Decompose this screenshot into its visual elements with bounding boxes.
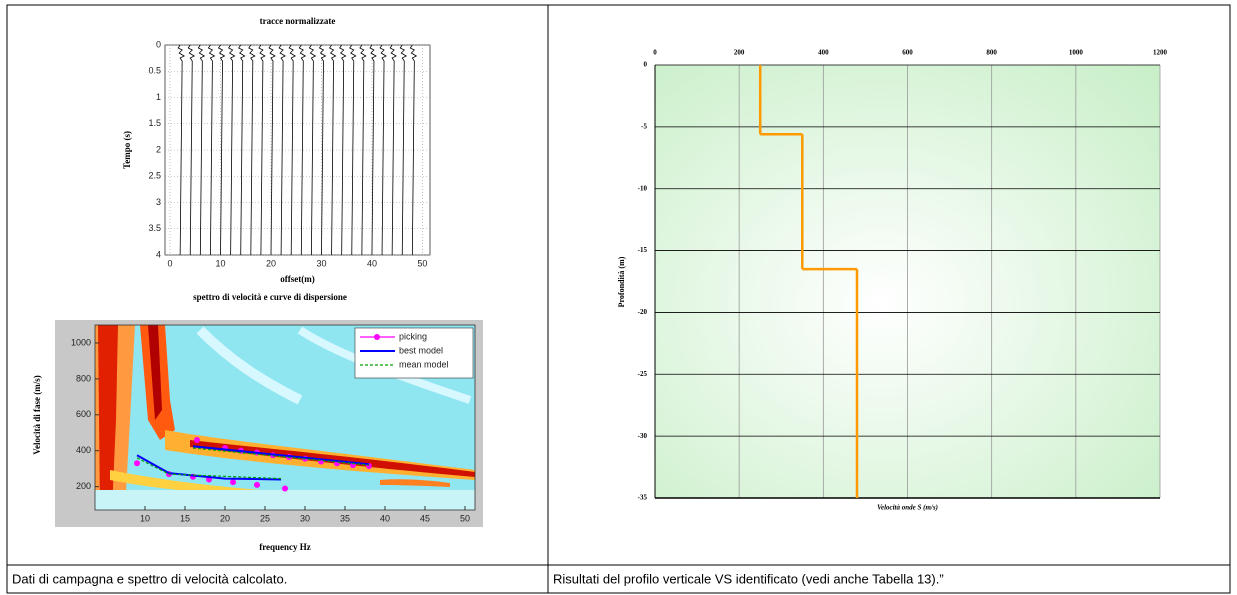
y-tick-label: -35 <box>638 494 648 502</box>
legend-label: mean model <box>399 359 449 369</box>
y-tick-label: 0 <box>156 39 161 49</box>
x-tick-label: 20 <box>266 258 276 268</box>
x-tick-label: 45 <box>420 513 430 523</box>
model-line <box>136 445 370 481</box>
x-tick-label: 15 <box>180 513 190 523</box>
y-tick-label: 600 <box>76 409 91 419</box>
y-tick-label: -15 <box>638 246 648 254</box>
plot-title: spettro di velocità e curve di dispersio… <box>193 292 347 302</box>
x-axis-label: offset(m) <box>280 274 314 284</box>
x-tick-label: 1200 <box>1153 49 1168 57</box>
trace <box>379 44 387 256</box>
trace <box>248 44 256 256</box>
y-tick-label: 3 <box>156 197 161 207</box>
trace <box>389 44 397 256</box>
x-tick-label: 40 <box>367 258 377 268</box>
x-tick-label: 600 <box>902 49 913 57</box>
x-axis-label: Velocità onde S (m/s) <box>877 504 938 512</box>
trace <box>399 44 408 256</box>
trace <box>328 44 337 256</box>
x-tick-label: 10 <box>216 258 226 268</box>
x-tick-label: 50 <box>460 513 470 523</box>
picking-point <box>134 460 140 467</box>
x-tick-label: 0 <box>653 49 657 57</box>
trace <box>238 44 246 256</box>
x-tick-label: 20 <box>220 513 230 523</box>
trace <box>339 44 347 256</box>
trace <box>318 44 327 256</box>
legend-label: picking <box>399 331 427 341</box>
y-tick-label: 1.5 <box>148 118 161 128</box>
trace <box>207 44 216 256</box>
model-line <box>136 447 370 480</box>
trace <box>258 44 266 256</box>
trace <box>197 44 206 256</box>
trace <box>278 44 286 256</box>
y-tick-label: 1 <box>156 92 161 102</box>
y-tick-label: 800 <box>76 373 91 383</box>
x-tick-label: 400 <box>818 49 829 57</box>
trace <box>369 44 377 256</box>
plot-title: tracce normalizzate <box>260 16 336 26</box>
trace <box>187 44 196 256</box>
picking-point <box>282 485 288 492</box>
y-tick-label: 0 <box>644 61 648 69</box>
caption: Risultati del profilo verticale VS ident… <box>553 571 944 586</box>
trace <box>177 44 185 256</box>
x-tick-label: 1000 <box>1069 49 1084 57</box>
trace <box>268 44 276 256</box>
trace <box>298 44 307 256</box>
y-axis-label: Profondità (m) <box>617 256 626 307</box>
legend-swatch <box>374 334 380 340</box>
trace <box>217 44 226 256</box>
x-tick-label: 30 <box>300 513 310 523</box>
table-border <box>6 4 1231 594</box>
trace <box>288 44 297 256</box>
trace <box>308 44 317 256</box>
trace <box>359 44 367 256</box>
trace <box>228 44 236 256</box>
y-axis-label: Tempo (s) <box>122 131 132 169</box>
x-tick-label: 25 <box>260 513 270 523</box>
y-tick-label: 3.5 <box>148 223 161 233</box>
y-tick-label: 0.5 <box>148 66 161 76</box>
y-tick-label: 400 <box>76 445 91 455</box>
x-axis-label: frequency Hz <box>259 542 311 552</box>
y-tick-label: 2.5 <box>148 171 161 181</box>
x-tick-label: 200 <box>734 49 745 57</box>
picking-point <box>230 479 236 486</box>
x-tick-label: 50 <box>417 258 427 268</box>
y-tick-label: -25 <box>638 370 648 378</box>
picking-point <box>194 436 200 443</box>
y-tick-label: 2 <box>156 144 161 154</box>
legend-label: best model <box>399 345 443 355</box>
y-axis-label: Velocità di fase (m/s) <box>32 375 42 454</box>
caption: Dati di campagna e spettro di velocità c… <box>12 571 287 586</box>
x-tick-label: 35 <box>340 513 350 523</box>
x-tick-label: 800 <box>986 49 997 57</box>
trace <box>409 44 418 256</box>
y-tick-label: -20 <box>638 308 648 316</box>
y-tick-label: -5 <box>641 122 647 130</box>
x-tick-label: 40 <box>380 513 390 523</box>
x-tick-label: 0 <box>168 258 173 268</box>
x-tick-label: 30 <box>316 258 326 268</box>
y-tick-label: 4 <box>156 249 161 259</box>
y-tick-label: 1000 <box>71 337 91 347</box>
y-tick-label: -30 <box>638 432 648 440</box>
trace <box>349 44 357 256</box>
x-tick-label: 10 <box>140 513 150 523</box>
picking-point <box>254 481 260 488</box>
y-tick-label: -10 <box>638 184 648 192</box>
plot-frame <box>94 324 476 511</box>
y-tick-label: 200 <box>76 481 91 491</box>
